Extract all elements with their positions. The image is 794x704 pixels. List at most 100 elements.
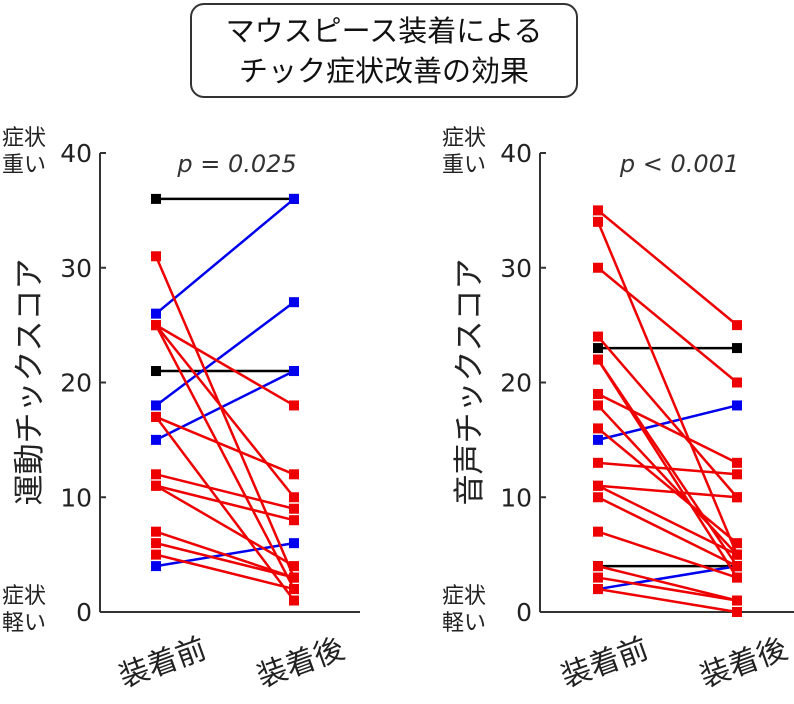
after-point: [732, 492, 742, 503]
subject-line: [155, 484, 295, 522]
y-tick-label: 40: [500, 139, 532, 168]
subject-line: [155, 415, 295, 476]
subject-line: [596, 221, 739, 556]
after-point: [732, 538, 742, 549]
after-point: [289, 561, 299, 572]
before-point: [593, 388, 603, 399]
before-point: [151, 411, 161, 422]
after-point: [732, 343, 742, 354]
y-tick-label: 10: [60, 483, 92, 512]
after-point: [732, 572, 742, 583]
subject-line: [597, 266, 738, 384]
subject-line: [154, 324, 296, 590]
after-point: [289, 595, 299, 606]
title-line-1: マウスピース装着による: [225, 14, 543, 48]
subject-line: [597, 427, 738, 545]
before-point: [593, 400, 603, 411]
subject-line: [155, 324, 295, 499]
title-box: マウスピース装着による チック症状改善の効果: [190, 3, 578, 98]
before-point: [151, 526, 161, 537]
after-point: [289, 515, 299, 526]
severe-label: 症状: [2, 126, 46, 151]
subject-line: [154, 255, 296, 579]
subject-line: [155, 484, 295, 568]
after-point: [289, 572, 299, 583]
title-line-2: チック症状改善の効果: [238, 54, 529, 88]
subject-line: [597, 461, 738, 476]
before-point: [593, 423, 603, 434]
before-point: [593, 205, 603, 216]
subject-line: [597, 335, 738, 499]
before-point: [593, 354, 603, 365]
before-point: [151, 251, 161, 262]
y-tick-label: 0: [516, 598, 532, 627]
after-point: [732, 607, 742, 617]
severe-label: 症状: [442, 126, 486, 151]
before-point: [151, 538, 161, 549]
subject-line: [597, 564, 738, 602]
before-point: [593, 434, 603, 445]
before-point: [593, 492, 603, 503]
before-point: [151, 561, 161, 572]
subject-line: [155, 324, 295, 407]
before-point: [593, 584, 603, 595]
mild-label: 症状: [2, 584, 46, 609]
after-point: [732, 400, 742, 411]
before-point: [151, 193, 161, 204]
mild-label: 軽い: [2, 611, 46, 636]
subject-line: [155, 197, 295, 315]
x-tick-label: 装着後: [252, 631, 349, 695]
p-value-annotation: p = 0.025: [176, 150, 296, 178]
y-tick-label: 30: [500, 254, 532, 283]
y-tick-label: 10: [500, 483, 532, 512]
after-point: [732, 549, 742, 560]
before-point: [151, 549, 161, 560]
after-point: [289, 366, 299, 377]
after-point: [289, 492, 299, 503]
p-value-annotation: p < 0.001: [619, 150, 739, 178]
before-point: [593, 572, 603, 583]
after-point: [289, 503, 299, 514]
before-point: [151, 434, 161, 445]
after-point: [732, 595, 742, 606]
before-point: [593, 561, 603, 572]
subject-line: [155, 530, 295, 579]
x-tick-label: 装着前: [556, 631, 653, 695]
subject-line: [155, 553, 295, 591]
before-point: [593, 457, 603, 468]
y-axis-label: 音声チックスコア: [452, 258, 488, 505]
subject-line: [155, 301, 295, 407]
before-point: [151, 366, 161, 377]
subject-line: [597, 484, 738, 499]
after-point: [732, 469, 742, 480]
before-point: [593, 331, 603, 342]
after-point: [732, 377, 742, 388]
subject-line: [597, 484, 738, 556]
x-tick-label: 装着後: [695, 631, 792, 695]
after-point: [289, 538, 299, 549]
before-point: [151, 400, 161, 411]
before-point: [151, 469, 161, 480]
y-tick-label: 20: [60, 369, 92, 398]
mild-label: 症状: [442, 584, 486, 609]
subject-line: [597, 530, 738, 579]
subject-line: [597, 209, 738, 327]
y-axis-label: 運動チックスコア: [12, 258, 48, 505]
y-tick-label: 20: [500, 369, 532, 398]
subject-line: [597, 392, 738, 464]
before-point: [593, 480, 603, 491]
y-tick-label: 0: [76, 598, 92, 627]
before-point: [593, 216, 603, 227]
x-tick-label: 装着前: [114, 631, 211, 695]
before-point: [151, 480, 161, 491]
subject-line: [597, 576, 738, 602]
after-point: [289, 297, 299, 308]
after-point: [289, 193, 299, 204]
before-point: [593, 343, 603, 354]
after-point: [732, 320, 742, 331]
severe-label: 重い: [442, 153, 486, 178]
subject-line: [597, 587, 738, 614]
after-point: [732, 457, 742, 468]
